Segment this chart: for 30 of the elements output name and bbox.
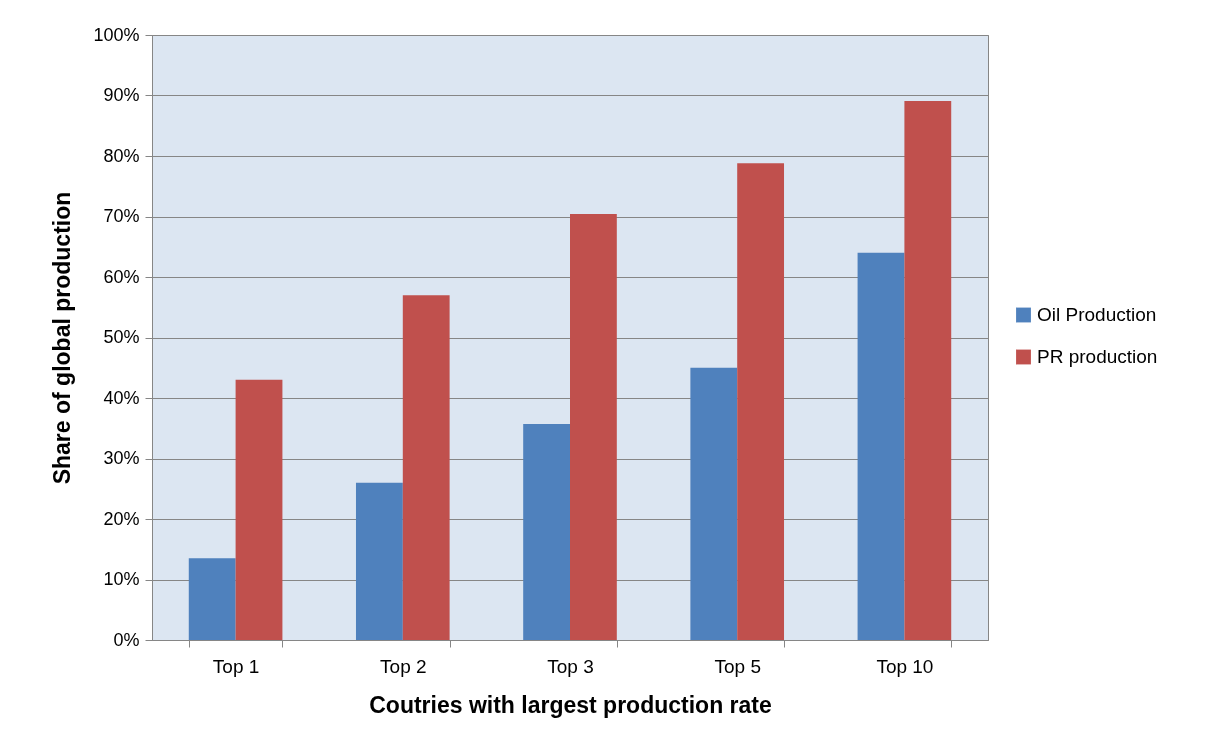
bar	[188, 558, 236, 640]
bar	[690, 367, 738, 640]
x-tick-label: Top 2	[380, 655, 427, 677]
legend-label: Oil Production	[1037, 304, 1157, 325]
x-tick-label: Top 3	[547, 655, 594, 677]
y-tick-label: 60%	[103, 266, 140, 287]
bar	[523, 424, 570, 640]
y-tick-label: 70%	[103, 206, 140, 226]
bar	[570, 214, 617, 640]
y-tick-label: 20%	[103, 508, 140, 529]
y-tick-label: 90%	[103, 85, 140, 105]
y-tick-label: 30%	[103, 448, 140, 468]
bar	[355, 482, 403, 640]
y-tick-label: 50%	[103, 327, 140, 347]
y-tick-label: 80%	[103, 145, 140, 166]
bar	[857, 252, 905, 640]
y-tick-label: 100%	[93, 24, 140, 45]
x-axis-title: Coutries with largest production rate	[369, 691, 772, 718]
y-tick-label: 10%	[103, 569, 140, 589]
legend-label: PR production	[1037, 346, 1158, 367]
x-tick-label: Top 1	[212, 655, 260, 677]
bar	[737, 163, 785, 640]
x-tick-label: Top 10	[876, 655, 934, 677]
y-axis-title: Share of global production	[49, 191, 76, 485]
y-tick-label: 0%	[113, 629, 140, 650]
x-tick-label: Top 5	[714, 655, 761, 677]
bar	[402, 295, 450, 640]
y-tick-label: 40%	[103, 387, 140, 408]
bar	[904, 100, 952, 640]
bar	[235, 379, 283, 640]
